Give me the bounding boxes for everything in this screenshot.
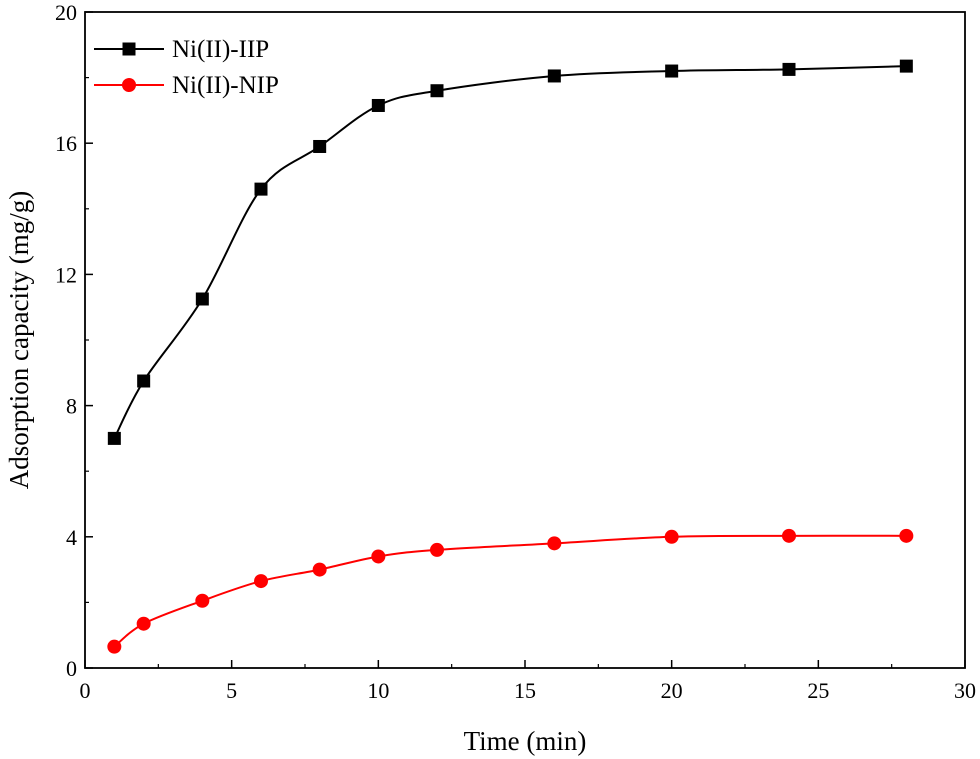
y-tick-label: 0 bbox=[66, 656, 77, 681]
series-nip-point bbox=[782, 528, 796, 543]
series-iip-point bbox=[430, 84, 444, 98]
series-nip-point bbox=[664, 529, 679, 544]
series-nip-line bbox=[113, 534, 907, 648]
y-tick-label: 12 bbox=[55, 262, 77, 287]
series-iip bbox=[107, 59, 913, 445]
legend-nip-label: Ni(II)-NIP bbox=[172, 72, 279, 99]
legend-nip-marker bbox=[122, 78, 136, 92]
legend-item-nip: Ni(II)-NIP bbox=[94, 72, 279, 99]
series-iip-line bbox=[113, 65, 907, 439]
y-tick-label: 4 bbox=[66, 525, 77, 550]
plot-area-border bbox=[84, 11, 966, 669]
series-nip-point bbox=[136, 616, 151, 631]
x-tick-label: 5 bbox=[226, 678, 237, 703]
series-nip-point bbox=[254, 574, 268, 589]
plot-frame bbox=[84, 11, 966, 669]
axis-ticks: 0 5 10 15 20 25 30 0 4 8 12 16 20 bbox=[55, 0, 976, 703]
series-iip-point bbox=[313, 139, 327, 153]
x-axis-title: Time (min) bbox=[464, 726, 587, 756]
series-nip-point bbox=[430, 542, 444, 557]
series-iip-point bbox=[899, 59, 913, 73]
series-iip-point bbox=[137, 374, 151, 388]
series-nip-point bbox=[547, 536, 562, 551]
series-nip-point bbox=[899, 528, 914, 543]
series-iip-point bbox=[371, 98, 385, 112]
x-tick-label: 15 bbox=[514, 678, 536, 703]
series-iip-point bbox=[254, 182, 268, 196]
series-nip bbox=[107, 528, 914, 654]
legend-iip-label: Ni(II)-IIP bbox=[172, 36, 269, 63]
series-iip-point bbox=[547, 69, 561, 83]
x-tick-label: 10 bbox=[367, 678, 389, 703]
series-nip-point bbox=[195, 593, 210, 608]
series-iip-point bbox=[107, 431, 121, 445]
x-tick-label: 30 bbox=[954, 678, 976, 703]
series-nip-point bbox=[371, 549, 386, 564]
y-tick-label: 16 bbox=[55, 131, 77, 156]
series-layer bbox=[107, 59, 914, 654]
series-iip-point bbox=[195, 292, 209, 306]
series-iip-point bbox=[782, 62, 796, 76]
x-tick-label: 0 bbox=[80, 678, 91, 703]
y-tick-label: 8 bbox=[66, 394, 77, 419]
y-axis-title: Adsorption capacity (mg/g) bbox=[4, 191, 34, 489]
y-tick-label: 20 bbox=[55, 0, 77, 25]
legend-iip-marker bbox=[122, 42, 136, 56]
legend-item-iip: Ni(II)-IIP bbox=[94, 36, 269, 63]
x-tick-label: 25 bbox=[807, 678, 829, 703]
series-iip-point bbox=[665, 64, 679, 78]
legend: Ni(II)-IIP Ni(II)-NIP bbox=[94, 36, 279, 99]
series-nip-point bbox=[107, 639, 122, 654]
x-tick-label: 20 bbox=[661, 678, 683, 703]
series-nip-point bbox=[312, 562, 327, 577]
